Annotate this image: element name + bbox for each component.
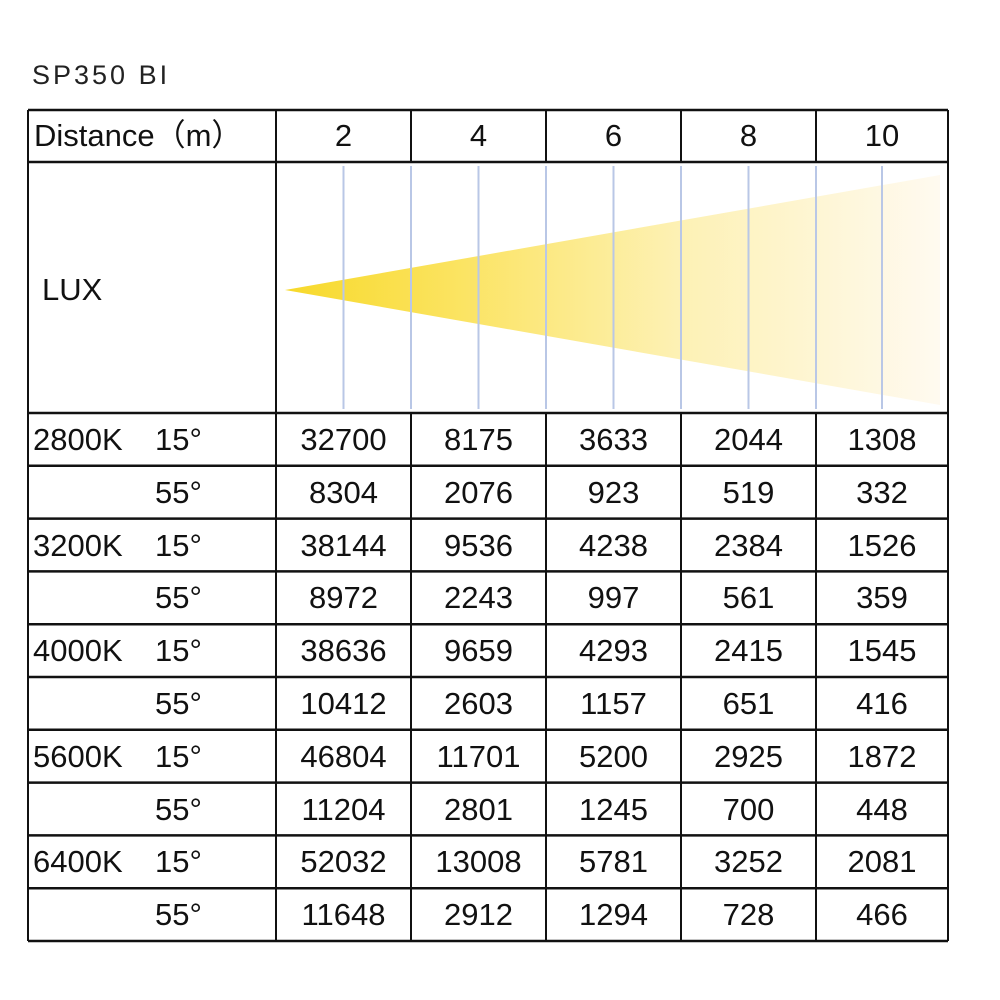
distance: 2 <box>334 118 353 153</box>
lux-value: 997 <box>587 580 640 616</box>
beam-angle: 55° <box>155 474 202 510</box>
lux-value: 2243 <box>444 580 513 616</box>
lux-value: 32700 <box>300 422 387 457</box>
lux-value: 46804 <box>300 738 387 774</box>
lux-value: 2925 <box>714 738 783 774</box>
beam-angle: 15° <box>155 527 202 563</box>
lux-value: 561 <box>722 580 775 616</box>
lux-value: 2603 <box>444 686 513 721</box>
beam-angle: 15° <box>155 738 202 774</box>
distance: 10 <box>864 118 900 153</box>
lux-value: 1294 <box>579 897 648 933</box>
beam-angle: 55° <box>155 686 202 721</box>
beam-angle: 15° <box>155 633 202 669</box>
lux-value: 2081 <box>847 844 917 880</box>
lux-value: 1526 <box>847 527 917 563</box>
lux-value: 11701 <box>436 738 521 774</box>
lux-value: 1245 <box>579 791 648 827</box>
lux-value: 4293 <box>579 633 648 669</box>
lux-value: 2415 <box>714 633 783 669</box>
lux-value: 2801 <box>444 791 513 827</box>
lux-value: 3252 <box>714 844 783 880</box>
lux-value: 11648 <box>301 897 386 933</box>
lux-value: 11204 <box>301 791 386 827</box>
distance-label: Distance（m） <box>34 118 243 153</box>
lux-value: 9659 <box>444 633 513 669</box>
lux-value: 8972 <box>309 580 378 616</box>
lux-value: 3633 <box>579 422 648 457</box>
color-temperature: 6400K <box>33 844 123 880</box>
lux-value: 519 <box>722 474 775 510</box>
lux-value: 5200 <box>579 738 648 774</box>
lux-value: 4238 <box>579 527 648 563</box>
lux-value: 1308 <box>847 422 917 457</box>
beam-angle: 55° <box>155 791 202 827</box>
lux-value: 700 <box>722 791 775 827</box>
lux-value: 9536 <box>444 527 513 563</box>
beam-angle: 55° <box>155 580 202 616</box>
lux-value: 10412 <box>300 686 387 721</box>
lux-label: LUX <box>42 272 103 307</box>
title: SP350 BI <box>32 60 171 90</box>
lux-value: 8175 <box>444 422 513 457</box>
distance: 8 <box>739 118 758 153</box>
lux-value: 8304 <box>309 474 378 510</box>
distance: 6 <box>604 118 623 153</box>
lux-value: 2912 <box>444 897 513 933</box>
lux-value: 466 <box>856 897 908 933</box>
lux-value: 38144 <box>300 527 387 563</box>
lux-value: 923 <box>587 474 640 510</box>
distance: 4 <box>469 118 488 153</box>
lux-value: 2076 <box>444 474 513 510</box>
beam-angle: 55° <box>155 897 202 933</box>
color-temperature: 5600K <box>33 738 123 774</box>
lux-value: 2384 <box>714 527 783 563</box>
lux-value: 13008 <box>435 844 522 880</box>
lux-value: 448 <box>856 791 908 827</box>
lux-value: 52032 <box>300 844 387 880</box>
beam-angle: 15° <box>155 422 202 457</box>
lux-value: 1157 <box>580 686 647 721</box>
lux-value: 651 <box>722 686 775 721</box>
lux-value: 359 <box>856 580 908 616</box>
lux-value: 728 <box>722 897 775 933</box>
lux-value: 332 <box>856 474 908 510</box>
lux-value: 1872 <box>847 738 917 774</box>
color-temperature: 2800K <box>33 422 123 457</box>
color-temperature: 4000K <box>33 633 123 669</box>
lux-value: 416 <box>856 686 908 721</box>
lux-value: 1545 <box>847 633 917 669</box>
lux-value: 2044 <box>714 422 783 457</box>
lux-value: 38636 <box>300 633 387 669</box>
beam-angle: 15° <box>155 844 202 880</box>
color-temperature: 3200K <box>33 527 123 563</box>
lux-value: 5781 <box>579 844 648 880</box>
